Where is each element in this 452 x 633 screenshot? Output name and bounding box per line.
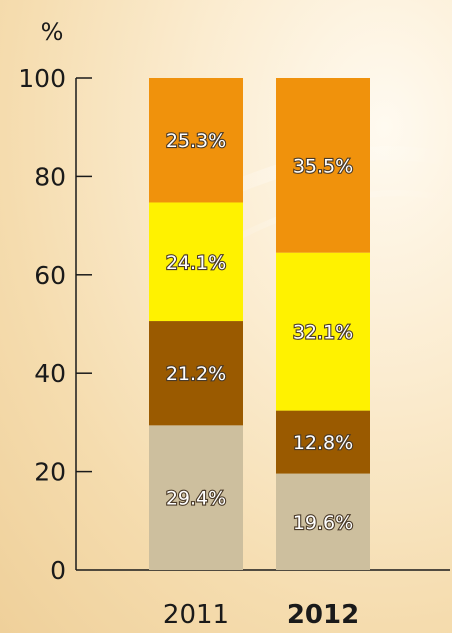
bar-segment-label: 12.8%: [293, 432, 353, 454]
x-axis-category-label: 2012: [287, 600, 359, 630]
y-axis-tick-label: 20: [34, 458, 66, 487]
bar-segment-label: 24.1%: [166, 252, 226, 274]
bar-segment-label: 35.5%: [293, 155, 353, 177]
bar-segment: [276, 473, 370, 570]
bar-segment: [276, 78, 370, 253]
bar-segment-label: 19.6%: [293, 512, 353, 534]
bar-segment-label: 25.3%: [166, 130, 226, 152]
bar-segment: [276, 252, 370, 411]
bar-segment: [276, 410, 370, 474]
bar-segment-label: 29.4%: [166, 488, 226, 510]
bar-segment: [149, 321, 243, 426]
y-axis-unit-label: %: [41, 18, 64, 46]
y-axis-tick-label: 80: [34, 162, 66, 191]
y-axis-tick-label: 60: [34, 261, 66, 290]
bar-segment: [149, 202, 243, 322]
bar-segment: [149, 78, 243, 203]
bar-segment-label: 32.1%: [293, 322, 353, 344]
bar-segment: [149, 425, 243, 570]
y-axis-tick-label: 0: [50, 556, 66, 585]
y-axis-tick-label: 100: [18, 64, 66, 93]
bar-segment-label: 21.2%: [166, 363, 226, 385]
x-axis-category-label: 2011: [163, 600, 229, 630]
y-axis-tick-label: 40: [34, 359, 66, 388]
